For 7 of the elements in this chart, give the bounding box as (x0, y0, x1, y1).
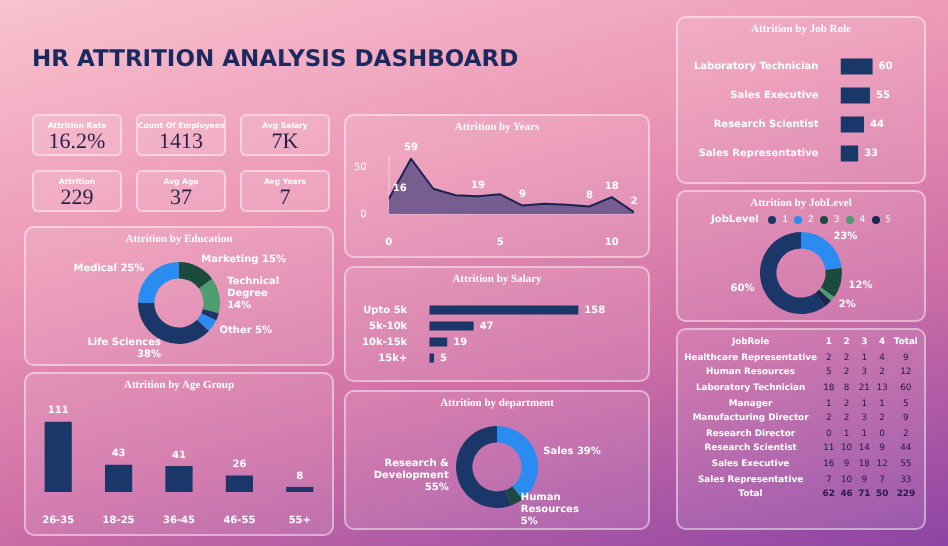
text: 37 (168, 186, 194, 210)
text: 16.2% (46, 130, 108, 154)
text: HR ATTRITION ANALYSIS DASHBOARD (32, 44, 519, 72)
text: 7 (277, 186, 293, 210)
text: 229 (58, 186, 96, 210)
text: 7K (269, 130, 301, 154)
text: 1413 (157, 130, 205, 154)
